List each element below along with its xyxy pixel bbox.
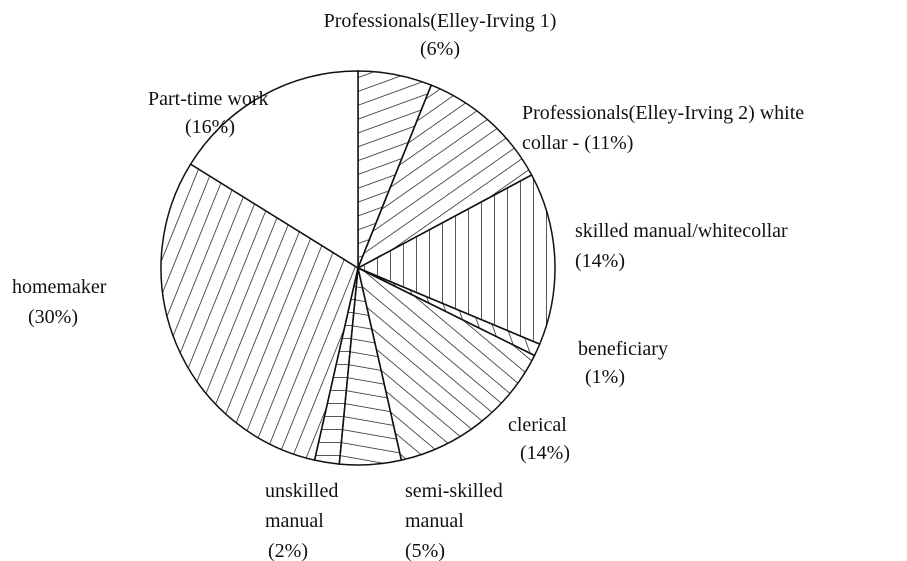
value-label: (14%) — [575, 250, 625, 272]
pie-slice — [356, 173, 556, 346]
value-label: (30%) — [28, 306, 78, 328]
slice-label: beneficiary — [578, 334, 778, 364]
slice-label: Professionals(Elley-Irving 2) white coll… — [522, 98, 842, 158]
slice-label: homemaker — [12, 272, 212, 302]
pie-slice — [356, 266, 536, 462]
value-label-box: (2%) — [268, 536, 308, 561]
category-label: unskilled manual — [265, 480, 339, 532]
category-label: clerical — [508, 414, 567, 436]
category-label: beneficiary — [578, 338, 668, 360]
category-label: semi-skilled manual — [405, 480, 503, 532]
slice-label: semi-skilled manual — [405, 476, 555, 536]
category-label: homemaker — [12, 276, 107, 298]
value-label-box: (6%) — [255, 34, 625, 64]
pie-slice — [189, 70, 359, 270]
value-label: (5%) — [405, 540, 445, 561]
value-label: (14%) — [520, 442, 570, 464]
slice-label: Professionals(Elley-Irving 1) — [255, 6, 625, 36]
value-label: (11%) — [584, 132, 634, 154]
value-label-box: (14%) — [575, 246, 625, 276]
category-label: skilled manual/whitecollar — [575, 220, 788, 242]
value-label-box: (5%) — [405, 536, 445, 561]
value-label-box: (1%) — [585, 362, 625, 392]
slice-label: skilled manual/whitecollar — [575, 216, 907, 246]
value-label: (6%) — [420, 38, 460, 60]
value-label-box: (30%) — [28, 302, 78, 332]
pie-slice — [356, 84, 533, 270]
slice-label: unskilled manual — [265, 476, 365, 536]
category-label: Part-time work — [148, 88, 269, 110]
slice-label: Part-time work — [148, 84, 348, 114]
category-label: Professionals(Elley-Irving 2) white coll… — [522, 102, 805, 154]
value-label-box: (16%) — [185, 112, 235, 142]
slice-label: clerical — [508, 410, 708, 440]
value-label-box: (14%) — [520, 438, 570, 468]
value-label: (2%) — [268, 540, 308, 561]
category-label: Professionals(Elley-Irving 1) — [323, 10, 557, 32]
value-label: (1%) — [585, 366, 625, 388]
value-label: (16%) — [185, 116, 235, 138]
